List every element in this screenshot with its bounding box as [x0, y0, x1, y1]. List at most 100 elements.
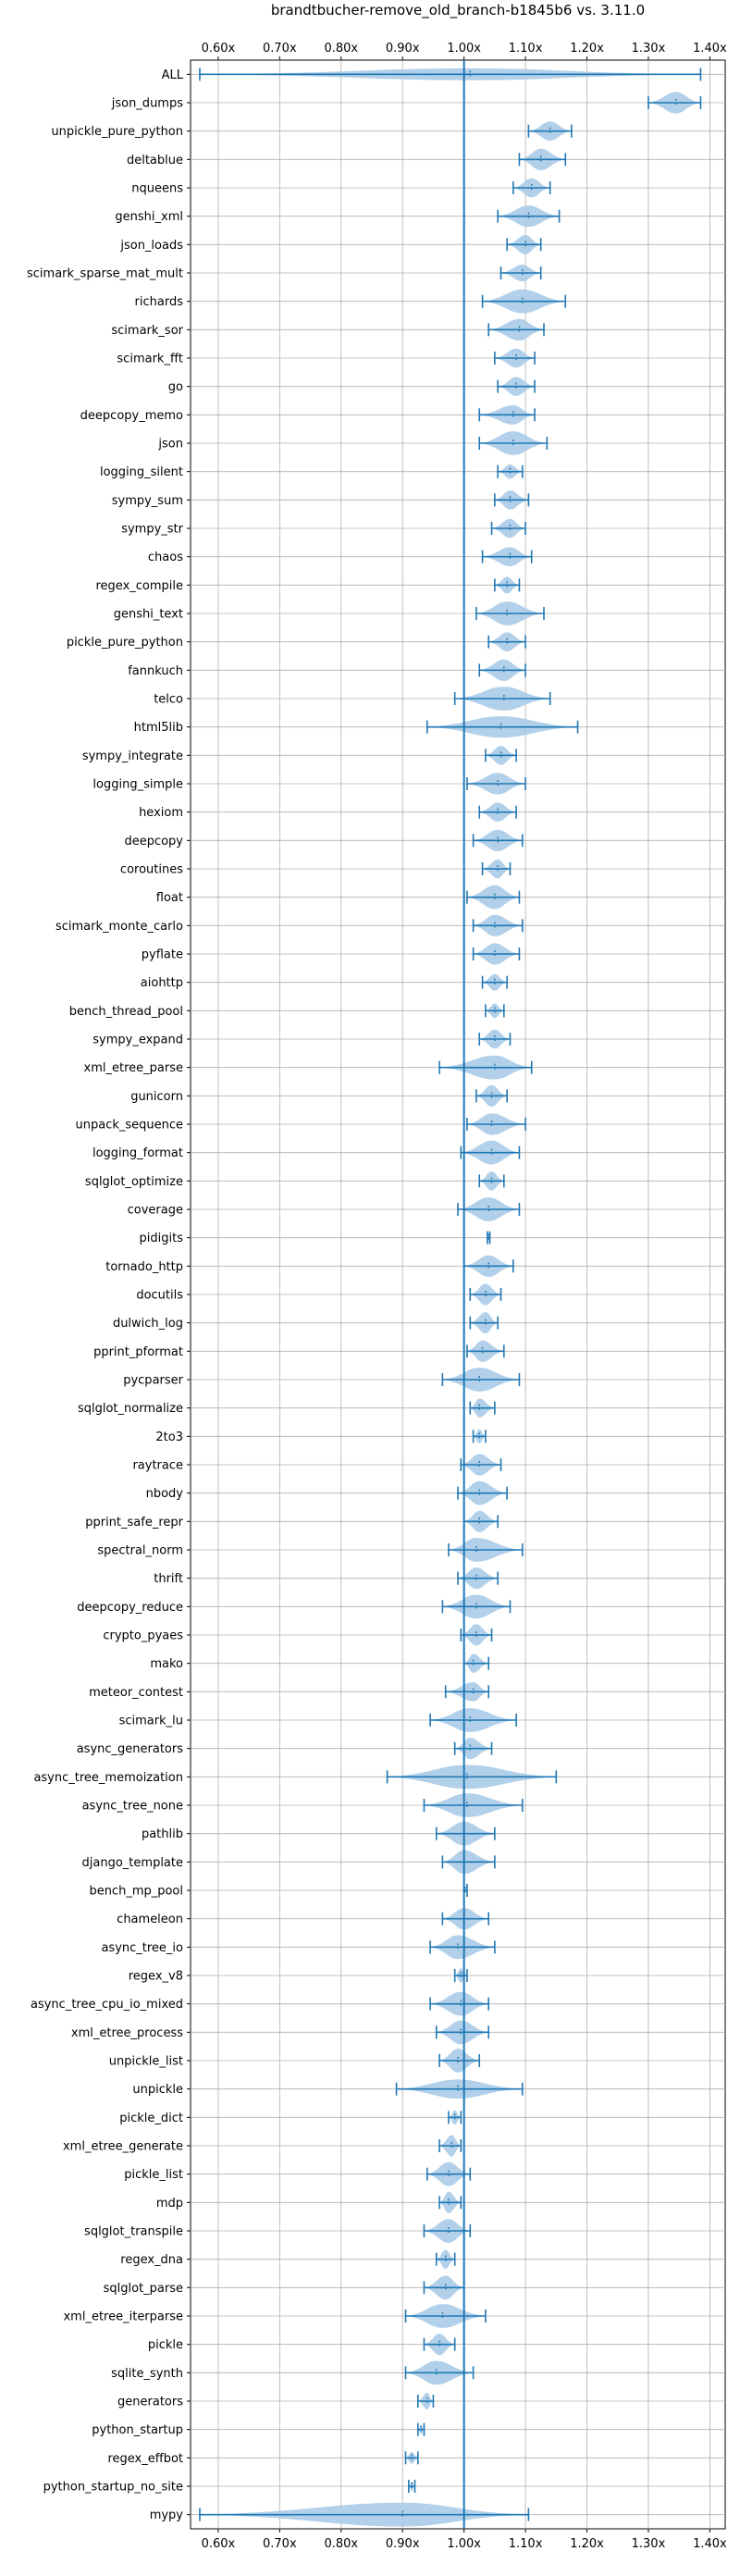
violin [460, 1140, 521, 1165]
tick-label-top: 1.40x [693, 42, 727, 56]
benchmark-label: django_template [82, 1856, 183, 1870]
violin [478, 659, 526, 681]
violin [475, 1084, 508, 1107]
tick-label-top: 0.80x [324, 42, 358, 56]
benchmark-label: fannkuch [128, 664, 183, 678]
violin [395, 2079, 524, 2099]
tick-label-bottom: 0.60x [202, 2537, 236, 2551]
benchmark-label: sympy_integrate [82, 749, 183, 763]
benchmark-label: regex_dna [120, 2253, 183, 2267]
benchmark-label: pathlib [142, 1827, 183, 1841]
violin [487, 632, 526, 651]
benchmark-label: telco [154, 693, 183, 707]
violin [444, 1682, 490, 1702]
violins [199, 68, 702, 2527]
violin [441, 1850, 496, 1875]
benchmark-label: deltablue [127, 154, 183, 167]
violin [457, 1480, 508, 1505]
benchmark-label: async_tree_none [82, 1800, 183, 1814]
benchmark-label: chaos [148, 551, 183, 564]
benchmark-label: pprint_safe_repr [85, 1516, 183, 1530]
violin [417, 2422, 426, 2436]
violin [497, 464, 524, 479]
benchmark-label: chameleon [117, 1913, 183, 1926]
violin [490, 518, 526, 539]
benchmark-label: json [157, 438, 183, 452]
benchmark-label: ALL [162, 68, 184, 82]
benchmark-label: scimark_sor [111, 324, 183, 338]
violin [441, 1908, 490, 1930]
benchmark-label: sqlglot_optimize [85, 1175, 183, 1189]
violin [481, 289, 567, 314]
violin [423, 2334, 456, 2356]
violin [423, 2275, 465, 2300]
violin [404, 2304, 487, 2328]
tick-label-top: 1.10x [509, 42, 543, 56]
violin [494, 576, 521, 594]
benchmark-label: sqlglot_normalize [78, 1402, 183, 1416]
violin [435, 1821, 496, 1846]
tick-label-top: 0.60x [202, 42, 236, 56]
benchmark-label: richards [135, 295, 184, 309]
benchmark-label: nqueens [131, 182, 183, 196]
benchmark-label: tornado_http [105, 1260, 183, 1274]
tick-label-top: 1.30x [632, 42, 666, 56]
benchmark-label: mako [150, 1657, 183, 1671]
violin [438, 2135, 462, 2157]
violin [386, 1765, 558, 1790]
benchmark-labels: ALL json_dumps unpickle_pure_pythondeltabl… [27, 68, 184, 2522]
violin [475, 601, 545, 625]
violin [487, 1231, 491, 1245]
benchmark-label: gunicorn [130, 1090, 183, 1104]
benchmark-label: scimark_lu [119, 1715, 183, 1728]
violin [423, 1793, 524, 1817]
violin [466, 1113, 526, 1135]
violin [438, 2049, 481, 2073]
benchmark-label: scimark_fft [117, 353, 183, 366]
benchmark-label: pycparser [123, 1374, 183, 1388]
benchmark-label: 2to3 [155, 1430, 183, 1444]
violin [472, 943, 521, 965]
benchmark-label: pickle_pure_python [67, 636, 183, 650]
tick-label-bottom: 0.90x [386, 2537, 420, 2551]
benchmark-label: async_tree_cpu_io_mixed [31, 1998, 183, 2012]
benchmark-label: sqlglot_transpile [84, 2225, 183, 2239]
violin [438, 2191, 462, 2213]
violin [417, 2392, 435, 2410]
tick-label-bottom: 1.30x [632, 2537, 666, 2551]
axis-ticks: 0.60x 0.60x 0.70x 0.70x 0.80x 0.80x 0.90x 0.90x… [187, 42, 727, 2551]
benchmark-label: mdp [156, 2197, 183, 2211]
benchmark-label: python_startup [92, 2423, 183, 2437]
tick-label-top: 0.90x [386, 42, 420, 56]
violin [429, 1991, 490, 2016]
violin [460, 1624, 493, 1646]
tick-label-bottom: 1.10x [509, 2537, 543, 2551]
violin [494, 348, 536, 368]
benchmark-label: logging_simple [92, 778, 183, 792]
violin [506, 235, 542, 254]
violin [472, 829, 524, 851]
benchmark-label: pidigits [140, 1232, 184, 1245]
violin [462, 1510, 499, 1532]
benchmark-label: dulwich_log [113, 1317, 183, 1331]
benchmark-label: bench_mp_pool [89, 1885, 183, 1899]
benchmark-label: deepcopy [124, 835, 183, 848]
violin [423, 2219, 472, 2243]
violin [512, 178, 551, 198]
benchmark-label: thrift [154, 1572, 183, 1586]
violin [448, 1538, 524, 1562]
benchmark-label: xml_etree_process [71, 2026, 183, 2040]
benchmark-label: aiohttp [141, 976, 183, 990]
violin [478, 405, 536, 425]
tick-label-bottom: 1.20x [570, 2537, 604, 2551]
violin [462, 1255, 514, 1277]
benchmark-label: regex_effbot [107, 2452, 183, 2466]
benchmark-label: python_startup_no_site [43, 2481, 183, 2495]
violin [469, 1312, 499, 1334]
benchmark-label: scimark_sparse_mat_mult [27, 267, 183, 281]
violin [199, 68, 702, 81]
benchmark-label: xml_etree_iterparse [63, 2310, 183, 2324]
benchmark-label: sympy_sum [112, 494, 183, 508]
benchmark-label: regex_v8 [129, 1970, 183, 1984]
